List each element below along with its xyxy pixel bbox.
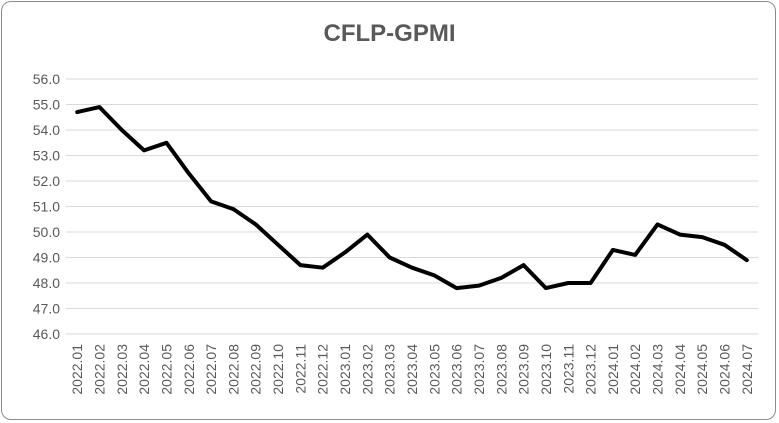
y-tick-label: 51.0 <box>33 199 60 215</box>
x-tick-label: 2023.09 <box>516 344 532 395</box>
x-tick-label: 2022.07 <box>203 344 219 395</box>
chart-title: CFLP-GPMI <box>323 20 456 47</box>
x-tick-label: 2023.04 <box>404 344 420 395</box>
x-tick-label: 2022.04 <box>136 344 152 395</box>
x-tick-label: 2023.07 <box>471 344 487 395</box>
x-tick-label: 2024.02 <box>627 344 643 395</box>
y-tick-label: 47.0 <box>33 301 60 317</box>
x-tick-label: 2023.12 <box>583 344 599 395</box>
x-tick-label: 2024.07 <box>739 344 755 395</box>
y-tick-label: 50.0 <box>33 224 60 240</box>
x-tick-label: 2023.06 <box>449 344 465 395</box>
x-tick-label: 2022.08 <box>225 344 241 395</box>
series-line <box>75 105 749 291</box>
x-tick-label: 2023.10 <box>538 344 554 395</box>
x-tick-label: 2022.11 <box>292 344 308 394</box>
x-tick-label: 2022.12 <box>315 344 331 395</box>
x-tick-label: 2022.06 <box>181 344 197 395</box>
gridlines <box>66 78 758 335</box>
x-tick-label: 2024.01 <box>605 344 621 395</box>
x-tick-label: 2022.09 <box>248 344 264 395</box>
y-tick-label: 53.0 <box>33 148 60 164</box>
x-tick-label: 2023.03 <box>382 344 398 395</box>
x-tick-label: 2022.01 <box>69 344 85 395</box>
y-tick-label: 48.0 <box>33 275 60 291</box>
x-tick-label: 2022.02 <box>91 344 107 395</box>
series-group <box>75 105 749 291</box>
y-tick-label: 46.0 <box>33 326 60 342</box>
y-tick-label: 56.0 <box>33 71 60 87</box>
y-tick-label: 52.0 <box>33 173 60 189</box>
x-tick-label: 2022.03 <box>114 344 130 395</box>
y-tick-label: 54.0 <box>33 122 60 138</box>
x-tick-label: 2024.05 <box>694 344 710 395</box>
x-tick-label: 2023.11 <box>560 344 576 394</box>
x-axis-ticks: 2022.01 2022.02 2022.03 2022.04 2022.05 2022.… <box>69 344 755 395</box>
x-tick-label: 2023.01 <box>337 344 353 395</box>
x-tick-label: 2024.03 <box>650 344 666 395</box>
x-tick-label: 2024.06 <box>717 344 733 395</box>
x-tick-label: 2024.04 <box>672 344 688 395</box>
x-tick-label: 2023.05 <box>426 344 442 395</box>
x-tick-label: 2023.08 <box>493 344 509 395</box>
x-tick-label: 2023.02 <box>359 344 375 395</box>
x-tick-label: 2022.10 <box>270 344 286 395</box>
y-tick-label: 49.0 <box>33 250 60 266</box>
x-tick-label: 2022.05 <box>158 344 174 395</box>
y-axis-ticks: 46.0 47.0 48.0 49.0 50.0 51.0 52.0 53.0 54.0 55.0… <box>33 71 60 342</box>
y-tick-label: 55.0 <box>33 97 60 113</box>
